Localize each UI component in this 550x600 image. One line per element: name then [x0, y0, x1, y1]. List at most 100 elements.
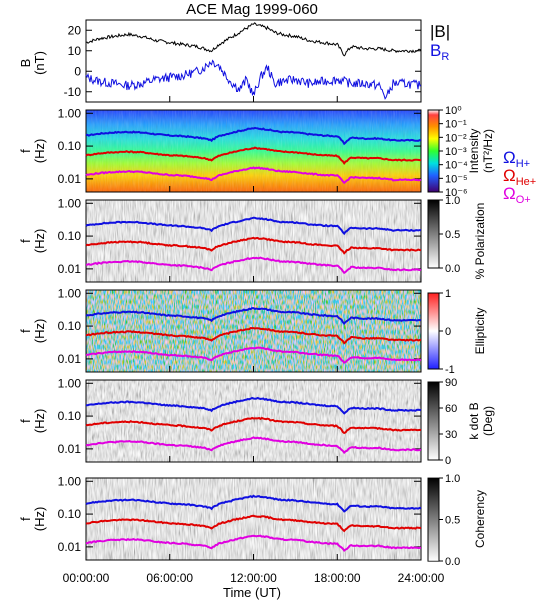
legend-omega-he-sub: He+	[516, 176, 537, 188]
gyro-line-he-plus	[85, 146, 421, 166]
colorbar-tick-label: 10⁻²	[445, 132, 467, 144]
colorbar-tick-label: 10⁻⁶	[445, 187, 468, 199]
y-label-line2: (Hz)	[32, 409, 47, 434]
colorbar-tick-label: 0.5	[445, 229, 460, 241]
legend-omega-o-symbol: Ω	[503, 184, 516, 203]
gyro-line-he-plus	[85, 236, 422, 255]
y-label-line1: B	[18, 59, 33, 68]
y-tick-label: 0	[74, 64, 81, 78]
panel-overlay-polarization: f (Hz) 0.01 0.10 1.00 1.0 0.5 0.0 % Polarization	[18, 195, 487, 279]
x-tick-label: 00:00:00	[63, 571, 110, 585]
y-tick-label: 0.01	[58, 262, 82, 276]
colorbar-tick-label: 10⁻⁵	[445, 173, 468, 185]
colorbar-tick-label: 10⁻⁴	[445, 160, 468, 172]
chart-title: ACE Mag 1999-060	[186, 1, 318, 18]
legend-b-r-sub: R	[441, 51, 449, 63]
panel-frame	[85, 19, 422, 103]
y-label-line2: (Hz)	[32, 319, 47, 344]
y-tick-label: 1.00	[58, 106, 82, 120]
gyro-line-he-plus	[85, 326, 422, 345]
colorbar-tick-label: 60	[445, 403, 457, 415]
gyro-line-h-plus	[85, 307, 422, 325]
colorbar-label: k dot B	[467, 402, 481, 439]
colorbar-tick-label: 10⁰	[445, 105, 462, 117]
y-tick-label: -10	[64, 85, 82, 99]
panel-overlay-k-dot-b: f (Hz) 0.01 0.10 1.00 90 60 30 0 k dot B (Deg)	[18, 376, 495, 467]
panel-overlay-ellipticity: f (Hz) 0.01 0.10 1.00 1 0 -1 Ellipticity	[18, 286, 487, 376]
colorbar-label: Coherency	[473, 490, 487, 548]
y-ticks: -10 0 10 20	[64, 23, 421, 99]
colorbar-label: Ellipticity	[473, 308, 487, 355]
y-label-line1: f	[18, 149, 33, 153]
colorbar-label: % Polarization	[473, 203, 487, 280]
y-label-line2: (Hz)	[32, 139, 47, 164]
y-tick-label: 0.01	[58, 442, 82, 456]
colorbar-intensity	[427, 109, 440, 193]
panel-overlay-coherency: f (Hz) 0.01 0.10 1.00 1.0 0.5 0.0 Coherency	[18, 473, 487, 568]
spectral-overlays: f (Hz)0.010.101.00 10⁰10⁻¹10⁻²10⁻³10⁻⁴10⁻⁵…	[18, 105, 495, 568]
gyro-line-o-plus	[85, 534, 422, 553]
gyro-line-o-plus	[85, 256, 422, 275]
colorbar-unit: (nT²/Hz)	[481, 129, 495, 173]
colorbar-tick-label: 90	[445, 377, 457, 389]
legend-omega-he: ΩHe+	[503, 166, 536, 188]
legend-b-r-main: B	[430, 41, 441, 60]
gyro-line-h-plus	[85, 216, 422, 236]
y-tick-label: 1.00	[58, 376, 82, 390]
y-label-line2: (Hz)	[32, 507, 47, 532]
x-axis-label: Time (UT)	[223, 585, 281, 600]
y-tick-label: 20	[68, 23, 82, 37]
y-label-line2: (Hz)	[32, 229, 47, 254]
x-axis: 00:00:00 06:00:00 12:00:00 18:00:00 24:00:00	[63, 96, 445, 585]
y-tick-label: 10	[68, 44, 82, 58]
colorbar-coherency	[427, 477, 440, 562]
ion-legend: ΩH+ ΩHe+ ΩO+	[503, 148, 536, 206]
gyro-line-h-plus	[86, 396, 422, 415]
spectrogram-texture	[86, 110, 421, 192]
legend-b-r: BR	[430, 41, 449, 63]
gyro-line-h-plus	[85, 494, 422, 513]
x-tick-label: 18:00:00	[314, 571, 361, 585]
gyro-line-he-plus	[85, 514, 422, 533]
y-tick-label: 0.01	[58, 352, 82, 366]
legend-omega-h-symbol: Ω	[503, 148, 516, 167]
y-tick-label: 0.01	[58, 540, 82, 554]
y-tick-label: 0.10	[58, 409, 82, 423]
x-tick-label: 24:00:00	[398, 571, 445, 585]
legend-omega-h: ΩH+	[503, 148, 530, 170]
colorbar-tick-label: 0	[445, 455, 451, 467]
panel-overlay-intensity: f (Hz) 0.01 0.10 1.00 10⁰ 10⁻¹10⁻² 10⁻³ 10⁻⁴10⁻⁵…	[18, 105, 495, 199]
colorbar-tick-label: 0.0	[445, 556, 460, 568]
colorbar-tick-label: 1	[445, 288, 451, 300]
colorbar-tick-label: 0	[445, 326, 451, 338]
gyro-line-h-plus	[85, 126, 422, 146]
y-label-line2: (nT)	[32, 51, 47, 75]
spectrogram-polarization	[86, 200, 421, 282]
colorbar-tick-label: 10⁻¹	[445, 119, 467, 131]
y-tick-label: 0.10	[58, 229, 82, 243]
colorbar-ellipticity	[427, 292, 440, 370]
y-tick-label: 0.10	[58, 319, 82, 333]
y-tick-label: 1.00	[58, 196, 82, 210]
y-tick-label: 0.10	[58, 507, 82, 521]
colorbar-tick-label: -1	[445, 364, 455, 376]
gyro-line-o-plus	[85, 436, 422, 455]
colorbar-tick-label: 0.0	[445, 263, 460, 275]
legend-omega-h-sub: H+	[516, 158, 530, 170]
colorbar-polarization	[427, 199, 440, 269]
series-line-b-total	[85, 22, 422, 57]
legend-omega-o: ΩO+	[503, 184, 531, 206]
colorbar-label: Intensity	[467, 129, 481, 174]
y-tick-label: 1.00	[58, 474, 82, 488]
y-label-line1: f	[18, 517, 33, 521]
colorbar-k-dot-b	[427, 381, 440, 461]
legend-omega-he-symbol: Ω	[503, 166, 516, 185]
colorbar-tick-label: 1.0	[445, 473, 460, 485]
x-tick-label: 06:00:00	[146, 571, 193, 585]
y-tick-label: 0.10	[58, 139, 82, 153]
colorbar-tick-label: 0.5	[445, 515, 460, 527]
y-label-line1: f	[18, 329, 33, 333]
gyro-line-o-plus	[85, 166, 422, 185]
